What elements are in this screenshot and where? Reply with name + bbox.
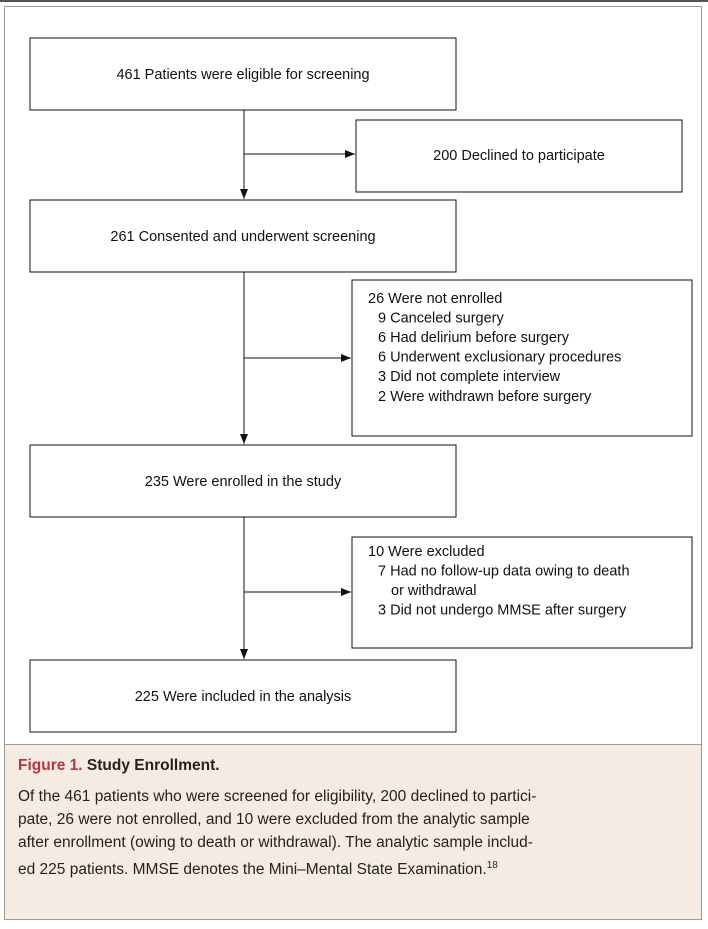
exclusion-item: 9 Canceled surgery [378,310,504,326]
caption-line: Of the 461 patients who were screened fo… [18,785,689,808]
exclusion-item: 6 Had delirium before surgery [378,330,570,346]
caption-text: after enrollment (owing to death or with… [18,834,533,851]
box [29,37,457,111]
exclusion-item: 2 Were withdrawn before surgery [378,389,592,405]
connectors [240,110,355,659]
box [351,279,693,437]
node-label: 225 Were included in the analysis [135,689,352,705]
box [29,444,457,518]
node-label: 261 Consented and underwent screening [110,229,375,245]
box [29,659,457,733]
exclusion-item: 7 Had no follow-up data owing to death [378,563,630,579]
exclusion-title: 10 Were excluded [368,544,485,560]
caption-text: pate, 26 were not enrolled, and 10 were … [18,811,530,828]
box [29,199,457,273]
node-label: 461 Patients were eligible for screening [116,67,369,83]
box [355,119,683,193]
figure-frame [4,6,702,920]
exclusion-title: 200 Declined to participate [433,148,605,164]
reference: 18 [486,860,498,871]
caption-line: pate, 26 were not enrolled, and 10 were … [18,808,689,831]
caption-line: after enrollment (owing to death or with… [18,831,689,854]
flowchart: 461 Patients were eligible for screening… [29,37,693,733]
exclusion-title: 26 Were not enrolled [368,291,502,307]
caption-text: Of the 461 patients who were screened fo… [18,788,537,805]
top-rule [0,0,708,2]
caption-heading: Figure 1. Study Enrollment. [18,757,689,775]
caption-body: Of the 461 patients who were screened fo… [18,785,689,881]
exclusion-item: 3 Did not undergo MMSE after surgery [378,603,627,619]
node-label: 235 Were enrolled in the study [145,474,342,490]
figure-label: Figure 1. [18,757,83,774]
exclusion-item: or withdrawal [391,583,476,599]
box [351,536,693,649]
figure-title: Study Enrollment. [86,757,220,774]
exclusion-item: 3 Did not complete interview [378,369,561,385]
exclusion-item: 6 Underwent exclusionary procedures [378,350,621,366]
caption-line: ed 225 patients. MMSE denotes the Mini–M… [18,854,689,881]
caption-text: ed 225 patients. MMSE denotes the Mini–M… [18,861,487,879]
caption: Figure 1. Study Enrollment. Of the 461 p… [5,744,701,919]
